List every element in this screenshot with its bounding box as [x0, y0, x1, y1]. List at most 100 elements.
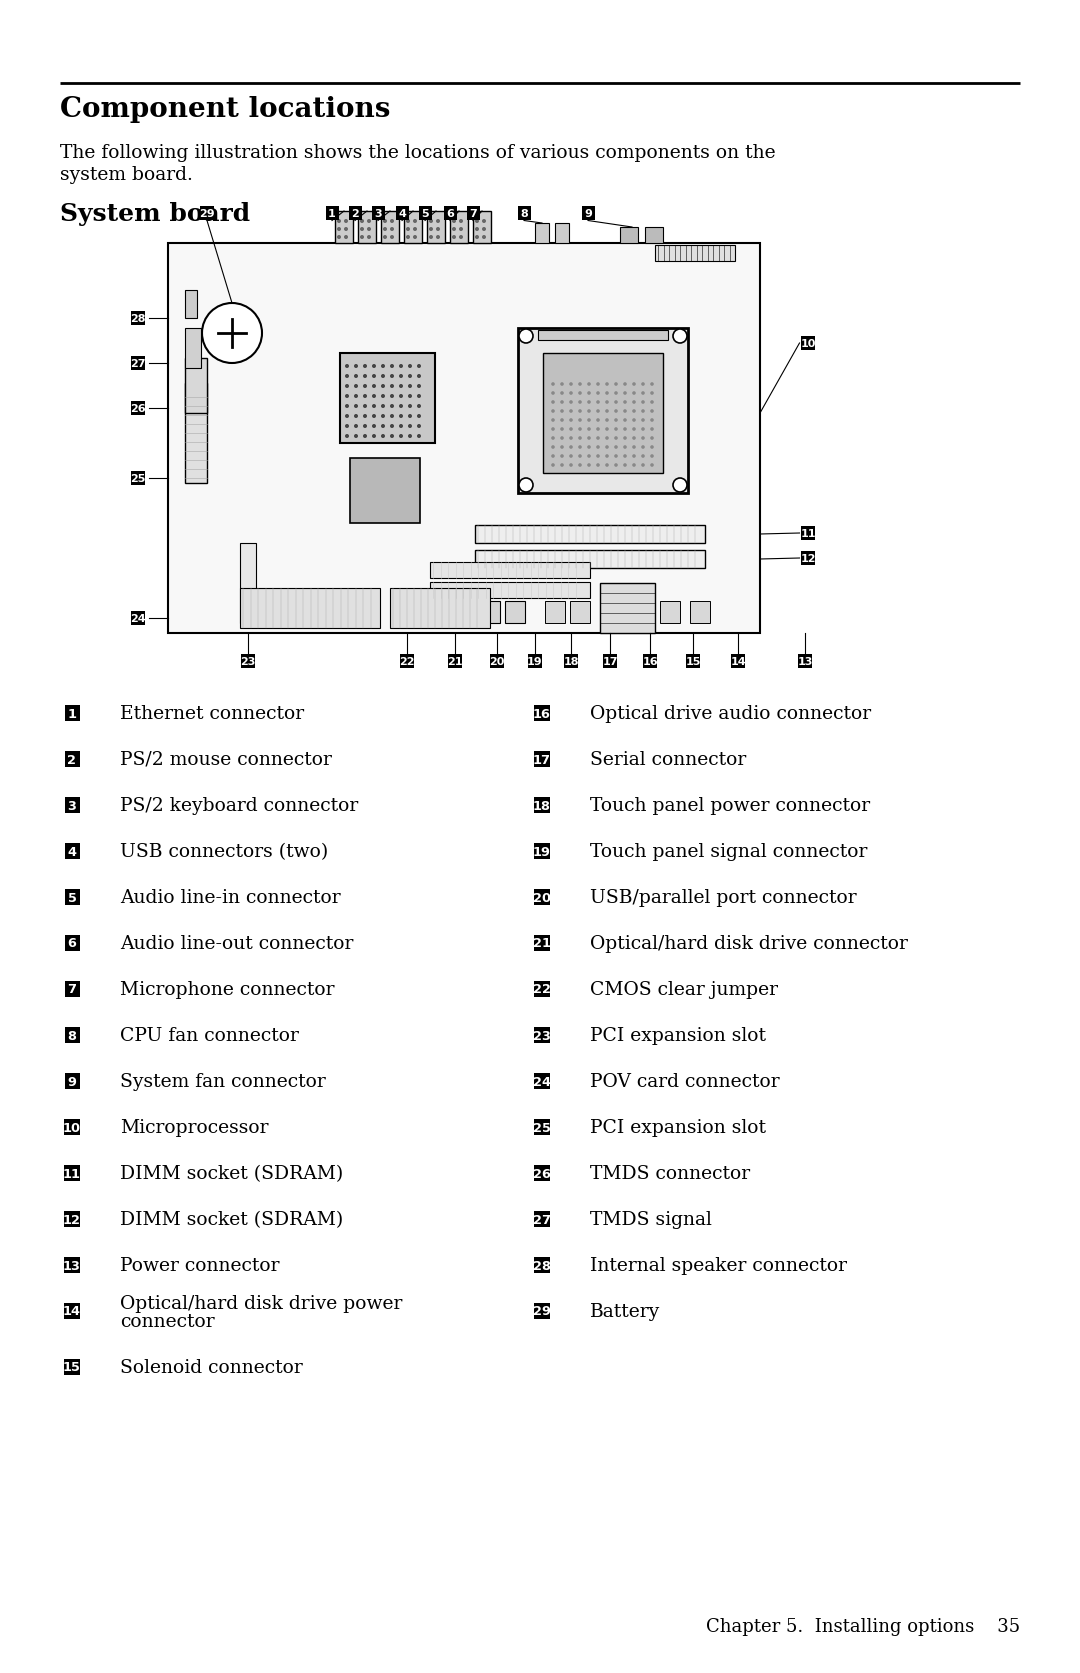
- Circle shape: [588, 410, 591, 413]
- Circle shape: [417, 365, 421, 368]
- Bar: [185, 383, 207, 483]
- Circle shape: [399, 405, 403, 408]
- Circle shape: [390, 415, 394, 418]
- Bar: [404, 212, 422, 244]
- Bar: [570, 602, 590, 624]
- Circle shape: [390, 405, 394, 408]
- Circle shape: [406, 219, 410, 224]
- Bar: [654, 246, 735, 263]
- Circle shape: [605, 455, 609, 458]
- Bar: [427, 212, 445, 244]
- Text: 7: 7: [67, 984, 77, 995]
- Circle shape: [623, 455, 626, 458]
- Bar: [335, 212, 353, 244]
- Bar: [185, 330, 201, 368]
- Text: Chapter 5.  Installing options    35: Chapter 5. Installing options 35: [706, 1618, 1020, 1635]
- Text: 26: 26: [534, 1166, 551, 1179]
- Circle shape: [383, 236, 387, 239]
- Text: 24: 24: [131, 614, 146, 624]
- Text: 25: 25: [534, 1121, 551, 1134]
- Circle shape: [390, 219, 394, 224]
- Bar: [645, 228, 663, 244]
- Circle shape: [569, 437, 572, 440]
- Circle shape: [588, 418, 591, 423]
- Circle shape: [417, 435, 421, 438]
- Circle shape: [354, 415, 357, 418]
- Circle shape: [429, 219, 433, 224]
- Circle shape: [673, 478, 687, 494]
- Circle shape: [381, 395, 384, 398]
- Circle shape: [588, 463, 591, 467]
- Text: 18: 18: [564, 656, 579, 666]
- Text: 17: 17: [603, 656, 618, 666]
- Bar: [534, 1303, 550, 1320]
- Text: Touch panel power connector: Touch panel power connector: [590, 796, 870, 815]
- Bar: [800, 527, 815, 540]
- Circle shape: [399, 385, 403, 388]
- Bar: [643, 654, 658, 669]
- Circle shape: [354, 365, 357, 368]
- Circle shape: [615, 447, 618, 450]
- Bar: [534, 1166, 550, 1181]
- Circle shape: [413, 219, 417, 224]
- Text: 3: 3: [68, 800, 77, 811]
- Circle shape: [345, 435, 349, 438]
- Text: 19: 19: [534, 845, 551, 858]
- Text: 4: 4: [67, 845, 77, 858]
- Bar: [400, 654, 415, 669]
- Circle shape: [551, 391, 555, 395]
- Circle shape: [519, 330, 534, 343]
- Circle shape: [551, 463, 555, 467]
- Circle shape: [399, 435, 403, 438]
- Bar: [65, 706, 80, 721]
- Bar: [489, 654, 504, 669]
- Text: 20: 20: [489, 656, 504, 666]
- Circle shape: [596, 418, 599, 423]
- Bar: [528, 654, 542, 669]
- Bar: [395, 207, 408, 221]
- Text: Microphone connector: Microphone connector: [120, 980, 335, 999]
- Circle shape: [623, 410, 626, 413]
- Bar: [603, 654, 618, 669]
- Text: 13: 13: [797, 656, 812, 666]
- Circle shape: [345, 385, 349, 388]
- Circle shape: [372, 365, 376, 368]
- Text: 24: 24: [534, 1074, 551, 1087]
- Circle shape: [372, 415, 376, 418]
- Circle shape: [623, 463, 626, 467]
- Bar: [65, 798, 80, 813]
- Circle shape: [596, 428, 599, 432]
- Text: 16: 16: [534, 708, 551, 719]
- Text: Ethernet connector: Ethernet connector: [120, 704, 305, 723]
- Circle shape: [650, 418, 653, 423]
- Text: 1: 1: [67, 708, 77, 719]
- Bar: [448, 654, 462, 669]
- Circle shape: [642, 418, 645, 423]
- Circle shape: [345, 228, 348, 233]
- Bar: [349, 207, 362, 221]
- Circle shape: [372, 435, 376, 438]
- Text: 17: 17: [534, 753, 551, 766]
- Circle shape: [482, 236, 486, 239]
- Circle shape: [632, 455, 636, 458]
- Text: 10: 10: [63, 1121, 81, 1134]
- Text: 27: 27: [131, 358, 146, 368]
- Circle shape: [337, 228, 341, 233]
- Circle shape: [408, 425, 411, 428]
- Bar: [467, 207, 480, 221]
- Circle shape: [578, 455, 582, 458]
- Circle shape: [588, 437, 591, 440]
- Circle shape: [408, 405, 411, 408]
- Bar: [381, 212, 399, 244]
- Circle shape: [367, 219, 372, 224]
- Circle shape: [578, 391, 582, 395]
- Circle shape: [615, 391, 618, 395]
- Text: 5: 5: [421, 209, 429, 219]
- Circle shape: [615, 402, 618, 405]
- Circle shape: [561, 437, 564, 440]
- Circle shape: [569, 418, 572, 423]
- Circle shape: [551, 437, 555, 440]
- Circle shape: [367, 236, 372, 239]
- Bar: [131, 356, 146, 371]
- Circle shape: [413, 236, 417, 239]
